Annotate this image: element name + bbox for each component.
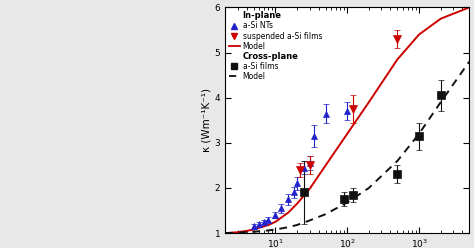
Legend: In-plane, a-Si NTs, suspended a-Si films, Model, Cross-plane, a-Si films, Model: In-plane, a-Si NTs, suspended a-Si films… (228, 10, 324, 83)
Y-axis label: κ (Wm⁻¹K⁻¹): κ (Wm⁻¹K⁻¹) (202, 88, 212, 152)
